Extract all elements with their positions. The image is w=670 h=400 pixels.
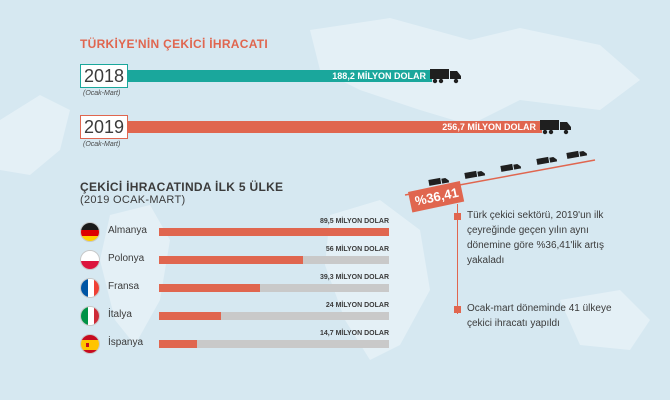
country-row: Polonya 56 MİLYON DOLAR	[80, 246, 400, 271]
bar-fill	[159, 228, 389, 236]
poland-flag-icon	[80, 250, 100, 270]
country-name: İtalya	[108, 309, 132, 320]
country-row: İtalya 24 MİLYON DOLAR	[80, 302, 400, 327]
period-2018: (Ocak-Mart)	[83, 90, 121, 97]
bar-track	[159, 256, 389, 264]
main-title: TÜRKİYE'NİN ÇEKİCİ İHRACATI	[80, 37, 269, 51]
country-value: 56 MİLYON DOLAR	[325, 246, 389, 253]
year-value-2018: 188,2 MİLYON DOLAR	[332, 71, 426, 81]
note-text: Türk çekici sektörü, 2019'un ilk çeyreği…	[467, 210, 604, 266]
country-row: Fransa 39,3 MİLYON DOLAR	[80, 274, 400, 299]
country-row: Almanya 89,5 MİLYON DOLAR	[80, 218, 400, 243]
country-row: İspanya 14,7 MİLYON DOLAR	[80, 330, 400, 355]
bullet-icon	[454, 213, 461, 220]
year-label-2018: 2018	[80, 64, 128, 88]
top5-title: ÇEKİCİ İHRACATINDA İLK 5 ÜLKE	[80, 180, 284, 194]
country-name: Fransa	[108, 281, 140, 292]
country-name: İspanya	[108, 337, 144, 348]
year-value-2019: 256,7 MİLYON DOLAR	[442, 122, 536, 132]
germany-flag-icon	[80, 222, 100, 242]
truck-icon	[540, 120, 571, 135]
year-row-2019: 2019 256,7 MİLYON DOLAR	[80, 115, 571, 139]
divider-line	[457, 204, 458, 314]
bar-fill	[159, 340, 197, 348]
bullet-icon	[454, 306, 461, 313]
year-bar-2018	[128, 70, 432, 82]
bar-track	[159, 340, 389, 348]
truck-icon	[430, 69, 461, 84]
country-value: 39,3 MİLYON DOLAR	[320, 274, 389, 281]
france-flag-icon	[80, 278, 100, 298]
top5-subtitle: (2019 OCAK-MART)	[80, 194, 186, 206]
note-text: Ocak-mart döneminde 41 ülkeye çekici ihr…	[467, 303, 612, 329]
country-name: Polonya	[108, 253, 145, 264]
year-label-2019: 2019	[80, 115, 128, 139]
bar-track	[159, 284, 389, 292]
bar-fill	[159, 312, 221, 320]
bar-fill	[159, 256, 303, 264]
country-value: 24 MİLYON DOLAR	[325, 302, 389, 309]
year-bar-2019	[128, 121, 542, 133]
italy-flag-icon	[80, 306, 100, 326]
bar-fill	[159, 284, 260, 292]
period-2019: (Ocak-Mart)	[83, 141, 121, 148]
country-value: 14,7 MİLYON DOLAR	[320, 330, 389, 337]
country-value: 89,5 MİLYON DOLAR	[320, 218, 389, 225]
bar-track	[159, 312, 389, 320]
bar-track	[159, 228, 389, 236]
spain-flag-icon	[80, 334, 100, 354]
year-row-2018: 2018 188,2 MİLYON DOLAR	[80, 64, 570, 88]
country-name: Almanya	[108, 225, 147, 236]
